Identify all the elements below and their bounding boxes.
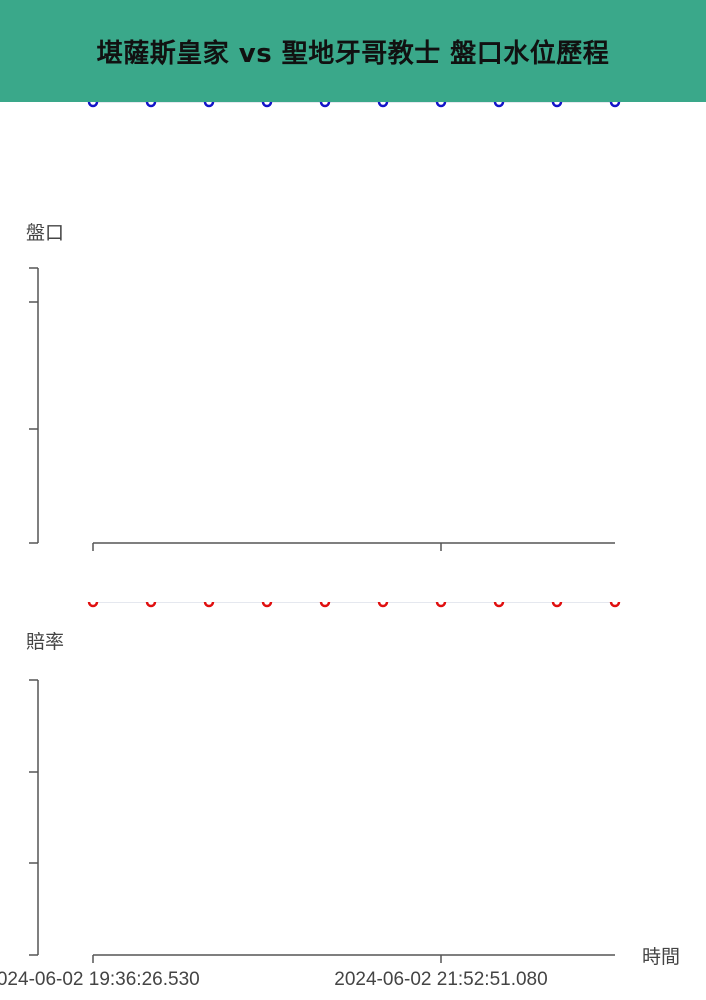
data-point [87,102,99,108]
data-point [609,102,621,108]
data-label: 8+15 [247,102,288,106]
data-point [609,602,621,608]
data-point [377,602,389,608]
data-point [145,602,157,608]
data-label: 0.960 [128,602,173,606]
data-label: 8-15 [539,102,575,106]
data-point [87,602,99,608]
y-axis-title: 賠率 [26,631,64,653]
data-label: 8+35 [305,102,346,106]
x-tick-label: 2024-06-02 19:36:26.530 [0,969,200,990]
data-label: 0.960 [70,602,115,606]
data-label: 8-50 [191,102,227,106]
x-axis-title: 時間 [642,946,680,968]
marker-label: 0.97 [249,602,284,606]
data-label: 8 [494,102,504,106]
handicap-chart: 盤口8-659+908-508+158+358-208+3088-158-159… [26,102,633,551]
x-tick-label: 2024-06-02 21:52:51.080 [334,969,547,990]
data-point [435,102,447,108]
data-label: 0.960 [360,602,405,606]
marker-label: 9+90 [131,102,172,106]
marker-label: 8+35 [305,102,346,106]
odds-chart: 賠率 2024-06-02 19:36:26.530 2024-06-02 21:5… [0,602,680,990]
data-label: 0.960 [186,602,231,606]
data-label: 9+90 [131,102,172,106]
y-axis-title: 盤口 [26,222,64,244]
data-point [145,102,157,108]
data-label: 8+30 [421,102,462,106]
data-label: 8-65 [75,102,111,106]
data-label: 0.960 [302,602,347,606]
data-point [551,602,563,608]
data-point [203,102,215,108]
data-point [261,602,273,608]
data-point [493,602,505,608]
data-point [551,102,563,108]
page-title: 堪薩斯皇家 vs 聖地牙哥教士 盤口水位歷程 [96,38,610,69]
data-label: 8-15 [597,102,633,106]
data-point [261,102,273,108]
data-label: 0.960 [592,602,637,606]
data-label: 0.960 [476,602,521,606]
data-label: 0.960 [534,602,579,606]
data-point [203,602,215,608]
data-point [319,102,331,108]
data-point [377,102,389,108]
data-label: 0.970 [244,602,289,606]
data-label: 0.960 [418,602,463,606]
page-header: 堪薩斯皇家 vs 聖地牙哥教士 盤口水位歷程 [0,0,706,102]
data-point [493,102,505,108]
data-point [319,602,331,608]
data-point [435,602,447,608]
data-label: 8-20 [365,102,401,106]
